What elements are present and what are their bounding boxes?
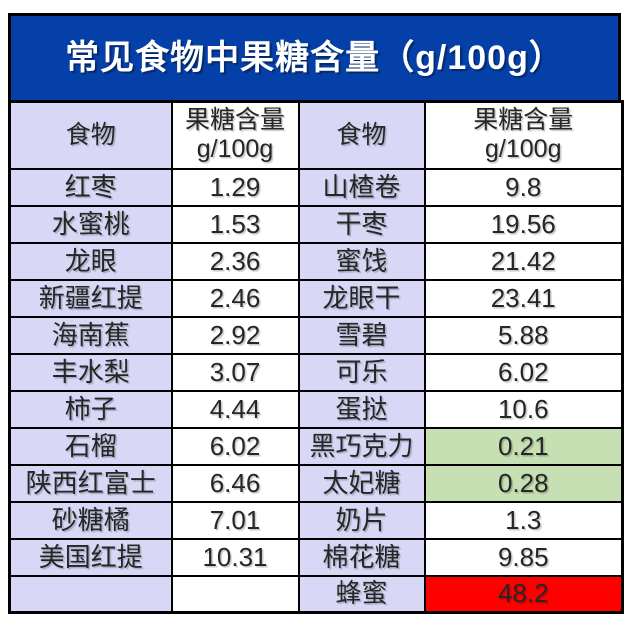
food-cell: 海南蕉 bbox=[8, 315, 173, 355]
food-cell: 柿子 bbox=[8, 389, 173, 429]
food-cell: 陕西红富士 bbox=[8, 463, 173, 503]
header-value-left: 果糖含量 g/100g bbox=[170, 100, 300, 170]
page-title: 常见食物中果糖含量（g/100g） bbox=[8, 13, 621, 100]
value-cell: 5.88 bbox=[423, 315, 624, 355]
table-row: 水蜜桃 1.53 干枣 19.56 bbox=[8, 204, 624, 244]
table-row: 丰水梨 3.07 可乐 6.02 bbox=[8, 352, 624, 392]
value-cell: 10.31 bbox=[170, 537, 300, 577]
value-cell: 1.53 bbox=[170, 204, 300, 244]
value-cell: 2.46 bbox=[170, 278, 300, 318]
value-cell: 4.44 bbox=[170, 389, 300, 429]
food-cell: 奶片 bbox=[297, 500, 426, 540]
table-row: 蜂蜜 48.2 bbox=[8, 574, 624, 614]
value-cell: 7.01 bbox=[170, 500, 300, 540]
fructose-table: 食物 果糖含量 g/100g 食物 果糖含量 g/100g 红枣 1.29 山楂… bbox=[8, 100, 624, 614]
value-cell: 1.3 bbox=[423, 500, 624, 540]
value-cell: 6.46 bbox=[170, 463, 300, 503]
table-row: 龙眼 2.36 蜜饯 21.42 bbox=[8, 241, 624, 281]
table-row: 陕西红富士 6.46 太妃糖 0.28 bbox=[8, 463, 624, 503]
food-cell: 蜂蜜 bbox=[297, 574, 426, 614]
food-cell: 黑巧克力 bbox=[297, 426, 426, 466]
food-cell: 蛋挞 bbox=[297, 389, 426, 429]
food-cell: 干枣 bbox=[297, 204, 426, 244]
value-cell: 0.28 bbox=[423, 463, 624, 503]
value-cell: 48.2 bbox=[423, 574, 624, 614]
food-cell: 石榴 bbox=[8, 426, 173, 466]
header-value-left-line1: 果糖含量 bbox=[184, 106, 285, 135]
table-row: 红枣 1.29 山楂卷 9.8 bbox=[8, 167, 624, 207]
table-header-row: 食物 果糖含量 g/100g 食物 果糖含量 g/100g bbox=[8, 100, 624, 170]
value-cell: 1.29 bbox=[170, 167, 300, 207]
header-value-left-line2: g/100g bbox=[196, 135, 274, 164]
food-cell: 新疆红提 bbox=[8, 278, 173, 318]
value-cell: 6.02 bbox=[170, 426, 300, 466]
food-cell: 蜜饯 bbox=[297, 241, 426, 281]
food-cell bbox=[8, 574, 173, 614]
header-value-right: 果糖含量 g/100g bbox=[423, 100, 624, 170]
table-row: 柿子 4.44 蛋挞 10.6 bbox=[8, 389, 624, 429]
value-cell: 23.41 bbox=[423, 278, 624, 318]
food-cell: 美国红提 bbox=[8, 537, 173, 577]
table-row: 海南蕉 2.92 雪碧 5.88 bbox=[8, 315, 624, 355]
value-cell: 21.42 bbox=[423, 241, 624, 281]
value-cell: 2.36 bbox=[170, 241, 300, 281]
food-cell: 龙眼干 bbox=[297, 278, 426, 318]
value-cell: 9.8 bbox=[423, 167, 624, 207]
fructose-table-panel: 常见食物中果糖含量（g/100g） 食物 果糖含量 g/100g 食物 果糖含量… bbox=[8, 13, 624, 614]
food-cell: 雪碧 bbox=[297, 315, 426, 355]
food-cell: 红枣 bbox=[8, 167, 173, 207]
header-value-right-line1: 果糖含量 bbox=[473, 106, 574, 135]
value-cell: 3.07 bbox=[170, 352, 300, 392]
table-row: 砂糖橘 7.01 奶片 1.3 bbox=[8, 500, 624, 540]
value-cell: 19.56 bbox=[423, 204, 624, 244]
value-cell: 9.85 bbox=[423, 537, 624, 577]
value-cell: 6.02 bbox=[423, 352, 624, 392]
header-food-left: 食物 bbox=[8, 100, 173, 170]
header-value-right-line2: g/100g bbox=[485, 135, 562, 164]
food-cell: 山楂卷 bbox=[297, 167, 426, 207]
food-cell: 太妃糖 bbox=[297, 463, 426, 503]
value-cell: 0.21 bbox=[423, 426, 624, 466]
table-row: 美国红提 10.31 棉花糖 9.85 bbox=[8, 537, 624, 577]
table-row: 石榴 6.02 黑巧克力 0.21 bbox=[8, 426, 624, 466]
food-cell: 砂糖橘 bbox=[8, 500, 173, 540]
food-cell: 棉花糖 bbox=[297, 537, 426, 577]
food-cell: 丰水梨 bbox=[8, 352, 173, 392]
value-cell bbox=[170, 574, 300, 614]
food-cell: 龙眼 bbox=[8, 241, 173, 281]
food-cell: 可乐 bbox=[297, 352, 426, 392]
header-food-right: 食物 bbox=[297, 100, 426, 170]
value-cell: 10.6 bbox=[423, 389, 624, 429]
table-row: 新疆红提 2.46 龙眼干 23.41 bbox=[8, 278, 624, 318]
food-cell: 水蜜桃 bbox=[8, 204, 173, 244]
value-cell: 2.92 bbox=[170, 315, 300, 355]
